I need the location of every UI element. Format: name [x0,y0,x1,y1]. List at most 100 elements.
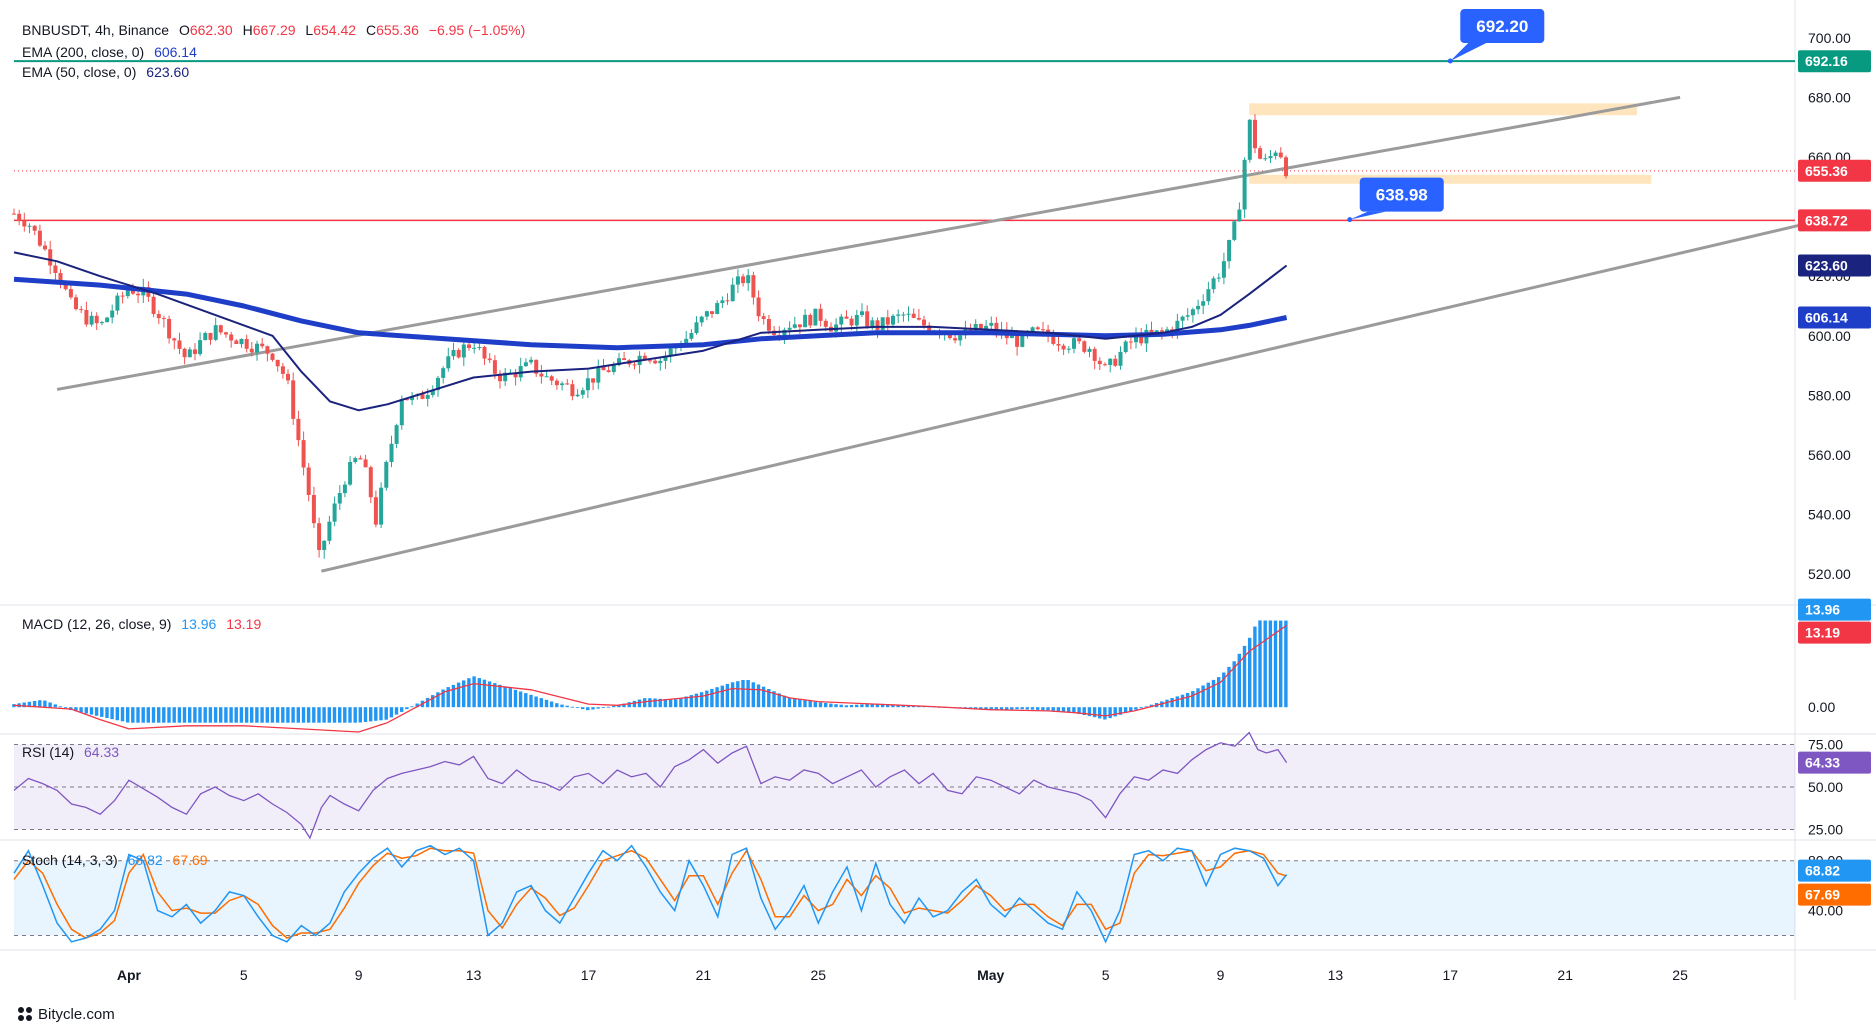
rsi-line [13,731,1288,840]
candle-body [482,347,487,359]
macd-histogram-bar [477,678,481,708]
candle-body [1196,305,1201,310]
candle-body [1216,277,1221,279]
candle-body [275,359,280,367]
candle-body [849,318,854,326]
macd-histogram-bar [896,704,900,708]
candle-body [1051,336,1056,344]
macd-tick-label: 0.00 [1808,699,1835,715]
candle-body [1097,360,1102,365]
macd-histogram-bar [1020,707,1024,710]
candle-body [208,333,213,340]
candle-body [1041,329,1045,331]
high-value: 667.29 [252,22,296,38]
candle-body [373,497,378,525]
macd-histogram-bar [1010,707,1014,710]
candle-body [353,458,358,462]
ema200-value: 606.14 [154,44,197,60]
macd-histogram-bar [379,707,383,721]
candle-body [161,318,166,320]
macd-histogram-bar [844,705,849,708]
high-label: H [242,22,253,38]
candle-body [182,348,187,358]
macd-histogram-bar [720,685,724,708]
macd-histogram-bar [146,707,150,723]
macd-histogram-bar [668,699,673,708]
macd-histogram-bar [188,707,192,723]
macd-histogram-bar [570,706,574,708]
candle-body [668,348,673,356]
candle-body [17,213,22,221]
candle-body [172,338,177,341]
ema200-legend[interactable]: EMA (200, close, 0) 606.14 [22,44,203,60]
rsi-legend[interactable]: RSI (14) 64.33 [22,744,125,760]
candle-body [1175,320,1180,333]
date-tick-label: 25 [811,967,827,983]
macd-histogram-bar [689,695,693,708]
macd-histogram-bar [860,704,864,708]
stoch-badge-label: 68.82 [1805,863,1840,879]
macd-histogram-bar [1284,620,1288,708]
candle-body [342,484,347,494]
macd-histogram-bar [1268,620,1273,708]
candle-body [1232,221,1237,240]
candle-body [565,383,570,385]
macd-histogram-bar [901,705,905,708]
macd-histogram-bar [1015,707,1019,710]
macd-histogram-bar [1051,707,1055,711]
macd-histogram-bar [684,696,688,708]
candle-body [280,366,285,374]
macd-histogram-bar [529,694,533,708]
macd-badge-label: 13.96 [1805,602,1840,618]
macd-histogram-bar [306,707,311,723]
macd-histogram-bar [581,707,585,710]
candle-body [689,333,694,339]
macd-histogram-bar [1067,707,1071,713]
macd-histogram-bar [58,706,63,708]
candle-body [136,293,141,296]
candle-body [746,275,751,284]
macd-histogram-bar [725,683,730,708]
macd-histogram-bar [441,689,445,708]
macd-histogram-bar [100,707,104,717]
candle-body [513,372,518,378]
stoch-legend[interactable]: Stoch (14, 3, 3) 68.82 67.69 [22,852,214,868]
candle-body [560,383,565,386]
stoch-badge [1798,883,1871,906]
macd-histogram-bar [74,707,78,712]
macd-histogram-bar [1165,699,1169,708]
date-tick-label: 9 [355,967,363,983]
candle-body [554,380,559,386]
macd-histogram-bar [601,707,606,708]
candle-body [322,540,327,550]
candle-body [1278,152,1283,158]
candle-body [756,297,761,317]
date-tick-label: 21 [696,967,712,983]
rsi-tick-label: 75.00 [1808,737,1843,753]
brand-watermark[interactable]: Bitycle.com [16,1005,115,1023]
candle-body [229,334,234,341]
macd-histogram-bar [663,699,668,708]
candle-body [425,395,430,399]
callout-label: 692.20 [1476,17,1528,36]
macd-histogram-bar [32,701,37,708]
macd-histogram-bar [808,701,812,708]
symbol-name[interactable]: BNBUSDT, 4h, Binance [22,22,170,38]
candle-body [875,320,880,330]
candle-body [906,313,911,315]
macd-histogram-bar [1092,707,1097,718]
macd-legend[interactable]: MACD (12, 26, close, 9) 13.96 13.19 [22,616,267,632]
macd-histogram-bar [715,687,719,708]
date-tick-label: 25 [1672,967,1688,983]
candle-body [1242,159,1247,210]
macd-histogram-bar [679,698,683,708]
candles [12,114,1288,559]
candle-body [1082,341,1087,352]
macd-histogram-bar [203,707,207,723]
ema50-legend[interactable]: EMA (50, close, 0) 623.60 [22,64,195,80]
macd-histogram-bar [234,707,238,723]
rsi-badge [1798,751,1871,774]
macd-histogram-bar [446,687,450,708]
macd-histogram-bar [27,701,32,708]
